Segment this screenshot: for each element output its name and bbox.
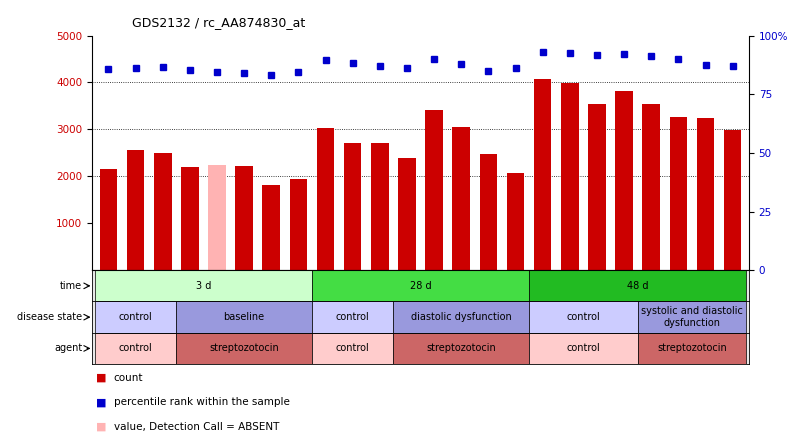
Bar [235,166,253,270]
Bar [670,117,687,270]
Bar [697,118,714,270]
Bar [533,79,551,270]
Text: control: control [566,312,600,322]
Text: 3 d: 3 d [195,281,211,291]
Bar [181,167,199,270]
Text: ■: ■ [96,397,107,408]
Text: control: control [566,344,600,353]
Bar [127,150,144,270]
Text: streptozotocin: streptozotocin [426,344,496,353]
Bar [154,153,171,270]
Text: systolic and diastolic
dysfunction: systolic and diastolic dysfunction [641,306,743,328]
Bar [638,301,747,333]
Text: control: control [119,312,152,322]
Text: ■: ■ [96,422,107,432]
Bar [99,169,117,270]
Text: 28 d: 28 d [410,281,431,291]
Text: disease state: disease state [17,312,83,322]
Text: 48 d: 48 d [627,281,648,291]
Text: control: control [119,344,152,353]
Bar [588,104,606,270]
Text: GDS2132 / rc_AA874830_at: GDS2132 / rc_AA874830_at [132,16,305,29]
Bar [480,154,497,270]
Text: percentile rank within the sample: percentile rank within the sample [114,397,290,408]
Bar [529,301,638,333]
Bar [371,143,388,270]
Bar [638,333,747,364]
Bar [529,270,747,301]
Text: control: control [336,344,369,353]
Bar [615,91,633,270]
Bar [95,333,176,364]
Text: agent: agent [54,344,83,353]
Bar [393,301,529,333]
Bar [95,301,176,333]
Bar [529,333,638,364]
Text: diastolic dysfunction: diastolic dysfunction [411,312,512,322]
Text: baseline: baseline [223,312,264,322]
Bar [290,178,308,270]
Bar [724,131,742,270]
Text: streptozotocin: streptozotocin [209,344,279,353]
Bar [263,185,280,270]
Bar [453,127,470,270]
Bar [398,159,416,270]
Text: value, Detection Call = ABSENT: value, Detection Call = ABSENT [114,422,279,432]
Bar [316,128,334,270]
Bar [425,110,443,270]
Bar [507,173,525,270]
Text: time: time [60,281,83,291]
Text: control: control [336,312,369,322]
Text: count: count [114,373,143,383]
Bar [95,270,312,301]
Text: ■: ■ [96,373,107,383]
Bar [561,83,578,270]
Bar [312,301,393,333]
Bar [176,333,312,364]
Bar [642,104,660,270]
Bar [176,301,312,333]
Bar [208,165,226,270]
Bar [312,333,393,364]
Bar [393,333,529,364]
Bar [312,270,529,301]
Bar [344,143,361,270]
Text: streptozotocin: streptozotocin [657,344,727,353]
